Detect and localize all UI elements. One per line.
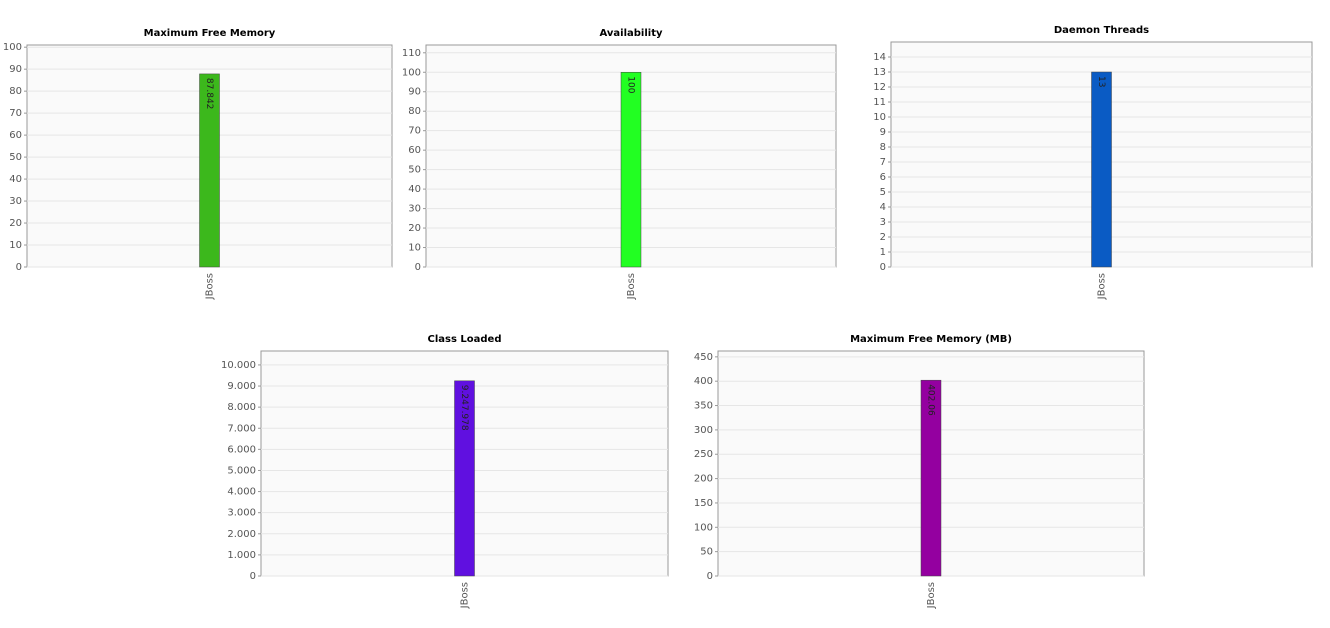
chart: Class Loaded 0 1.000 2.000 3.000 4.000 5.000 6.…	[221, 334, 669, 609]
y-tick-label: 6	[880, 172, 886, 183]
x-tick-label: JBoss	[626, 273, 637, 300]
value-label: 402.06	[926, 384, 936, 416]
y-tick-label: 13	[873, 67, 886, 78]
y-tick-label: 90	[9, 64, 22, 75]
value-label: 9.247.978	[459, 385, 469, 431]
value-label: 100	[626, 76, 636, 93]
y-tick-label: 50	[700, 547, 713, 558]
chart-title: Class Loaded	[428, 334, 502, 345]
y-tick-label: 110	[402, 48, 421, 59]
chart-title: Availability	[600, 28, 663, 39]
y-tick-label: 70	[408, 126, 421, 137]
bar	[199, 73, 220, 268]
y-tick-label: 1.000	[227, 550, 256, 561]
y-tick-label: 80	[9, 86, 22, 97]
y-tick-label: 4	[880, 202, 886, 213]
chart: Maximum Free Memory (MB) 0 50 100 150 200 250 3…	[694, 334, 1145, 609]
bar	[454, 380, 475, 577]
y-tick-label: 12	[873, 82, 886, 93]
y-tick-label: 7.000	[227, 423, 256, 434]
y-tick-label: 2	[880, 232, 886, 243]
y-tick-label: 100	[694, 522, 713, 533]
chart: Availability 0 10 20 30 40 50 60 70 80 90 100 110 100…	[402, 28, 837, 300]
bar	[920, 379, 942, 577]
chart: Daemon Threads0123456789101112131413JBos…	[873, 25, 1313, 300]
chart-title: Maximum Free Memory (MB)	[850, 334, 1012, 345]
y-tick-label: 80	[408, 106, 421, 117]
value-label: 87.842	[204, 78, 214, 110]
x-tick-label: JBoss	[460, 582, 471, 609]
y-tick-label: 400	[694, 376, 713, 387]
y-tick-label: 4.000	[227, 487, 256, 498]
y-tick-label: 70	[9, 108, 22, 119]
y-tick-label: 50	[408, 165, 421, 176]
y-tick-label: 3	[880, 217, 886, 228]
chart-title: Maximum Free Memory	[144, 28, 276, 39]
y-tick-label: 150	[694, 498, 713, 509]
y-tick-label: 90	[408, 87, 421, 98]
y-tick-label: 20	[9, 218, 22, 229]
y-tick-label: 0	[880, 262, 886, 273]
x-tick-label: JBoss	[1097, 273, 1108, 300]
bar	[1091, 71, 1112, 268]
y-tick-label: 50	[9, 152, 22, 163]
y-tick-label: 40	[9, 174, 22, 185]
y-tick-label: 100	[3, 42, 22, 53]
y-tick-label: 6.000	[227, 444, 256, 455]
y-tick-label: 10	[9, 240, 22, 251]
bar	[620, 72, 642, 268]
y-tick-label: 11	[873, 97, 886, 108]
y-tick-label: 0	[250, 571, 256, 582]
chart: Maximum Free Memory 0 10 20 30 40 50 60 70 80 90 10…	[3, 28, 393, 300]
y-tick-label: 10	[873, 112, 886, 123]
y-tick-label: 14	[873, 52, 886, 63]
y-tick-label: 8.000	[227, 402, 256, 413]
y-tick-label: 20	[408, 223, 421, 234]
y-tick-label: 10.000	[221, 360, 256, 371]
y-tick-label: 30	[408, 204, 421, 215]
chart-title: Daemon Threads	[1054, 25, 1149, 36]
y-tick-label: 350	[694, 401, 713, 412]
y-tick-label: 2.000	[227, 529, 256, 540]
y-tick-label: 300	[694, 425, 713, 436]
y-tick-label: 7	[880, 157, 886, 168]
x-tick-label: JBoss	[926, 582, 937, 609]
y-tick-label: 3.000	[227, 508, 256, 519]
y-tick-label: 0	[16, 262, 22, 273]
y-tick-label: 5.000	[227, 465, 256, 476]
y-tick-label: 9.000	[227, 381, 256, 392]
y-tick-label: 0	[415, 262, 421, 273]
y-tick-label: 250	[694, 449, 713, 460]
y-tick-label: 40	[408, 184, 421, 195]
y-tick-label: 30	[9, 196, 22, 207]
value-label: 13	[1096, 76, 1106, 87]
y-tick-label: 10	[408, 243, 421, 254]
y-tick-label: 200	[694, 474, 713, 485]
y-tick-label: 8	[880, 142, 886, 153]
y-tick-label: 450	[694, 352, 713, 363]
y-tick-label: 100	[402, 67, 421, 78]
y-tick-label: 1	[880, 247, 886, 258]
y-tick-label: 60	[408, 145, 421, 156]
x-tick-label: JBoss	[205, 273, 216, 300]
y-tick-label: 9	[880, 127, 886, 138]
y-tick-label: 60	[9, 130, 22, 141]
y-tick-label: 5	[880, 187, 886, 198]
y-tick-label: 0	[707, 571, 713, 582]
